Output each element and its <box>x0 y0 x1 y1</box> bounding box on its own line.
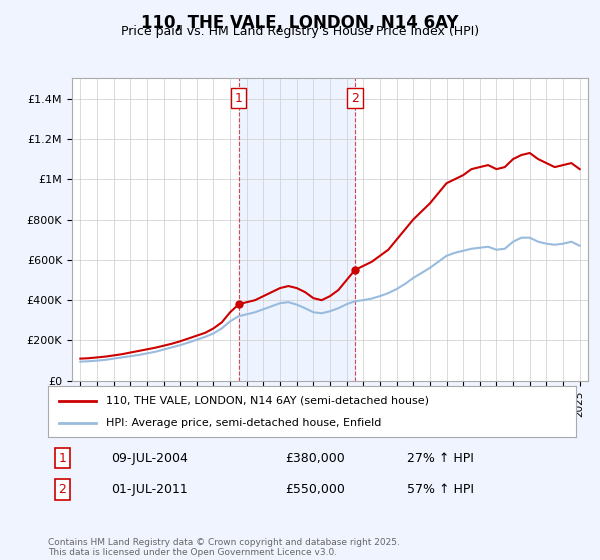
Text: Contains HM Land Registry data © Crown copyright and database right 2025.
This d: Contains HM Land Registry data © Crown c… <box>48 538 400 557</box>
Text: 2: 2 <box>59 483 67 496</box>
Text: 27% ↑ HPI: 27% ↑ HPI <box>407 451 474 465</box>
Text: Price paid vs. HM Land Registry's House Price Index (HPI): Price paid vs. HM Land Registry's House … <box>121 25 479 38</box>
Text: £380,000: £380,000 <box>286 451 346 465</box>
Text: 57% ↑ HPI: 57% ↑ HPI <box>407 483 474 496</box>
Text: 1: 1 <box>235 91 243 105</box>
Text: 1: 1 <box>59 451 67 465</box>
Text: 110, THE VALE, LONDON, N14 6AY (semi-detached house): 110, THE VALE, LONDON, N14 6AY (semi-det… <box>106 395 429 405</box>
Text: HPI: Average price, semi-detached house, Enfield: HPI: Average price, semi-detached house,… <box>106 418 382 428</box>
Text: 09-JUL-2004: 09-JUL-2004 <box>112 451 188 465</box>
Text: 01-JUL-2011: 01-JUL-2011 <box>112 483 188 496</box>
Bar <box>239 78 355 381</box>
Point <box>350 265 360 274</box>
Text: 110, THE VALE, LONDON, N14 6AY: 110, THE VALE, LONDON, N14 6AY <box>141 14 459 32</box>
Text: 2: 2 <box>351 91 359 105</box>
Point <box>234 300 244 309</box>
Text: £550,000: £550,000 <box>286 483 346 496</box>
